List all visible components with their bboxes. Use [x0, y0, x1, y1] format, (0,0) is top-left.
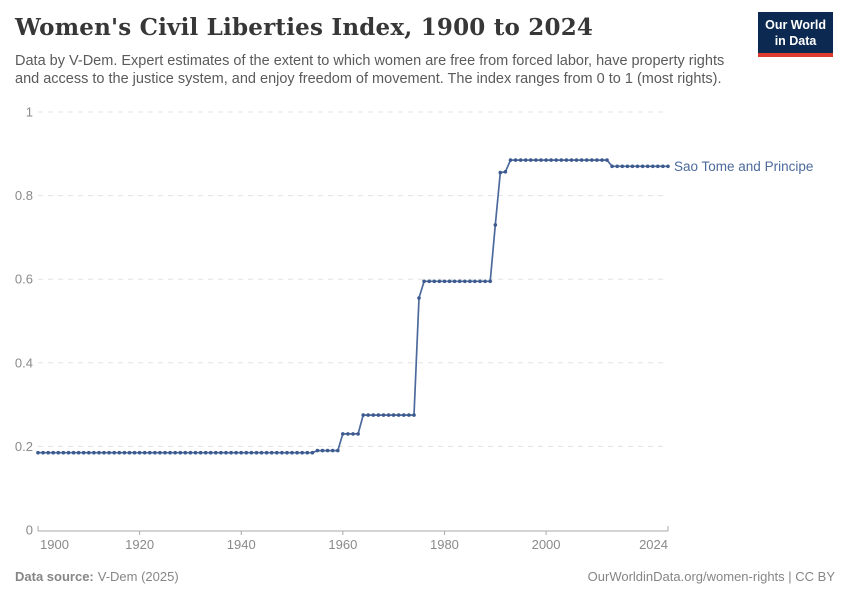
chart-subtitle-line2: and access to the justice system, and en… [15, 71, 722, 87]
series-line[interactable] [38, 159, 668, 454]
owid-logo[interactable]: Our World in Data [758, 12, 833, 57]
svg-text:1980: 1980 [430, 537, 459, 552]
credit-line: OurWorldinData.org/women-rights | CC BY [587, 569, 835, 584]
svg-text:0.4: 0.4 [15, 355, 33, 370]
owid-logo-line2: in Data [774, 34, 817, 48]
svg-text:1940: 1940 [227, 537, 256, 552]
x-axis-labels: 1900 1920 1940 1960 1980 2000 2024 [40, 537, 668, 552]
svg-text:0: 0 [26, 523, 33, 538]
svg-text:2024: 2024 [639, 537, 668, 552]
svg-text:1920: 1920 [125, 537, 154, 552]
chart-title: Women's Civil Liberties Index, 1900 to 2… [15, 14, 594, 41]
svg-text:1960: 1960 [328, 537, 357, 552]
chart-subtitle-line1: Data by V-Dem. Expert estimates of the e… [15, 53, 725, 69]
svg-text:1: 1 [26, 105, 33, 120]
x-axis [37, 526, 669, 535]
data-points[interactable] [36, 158, 670, 455]
data-source: Data source: V-Dem (2025) [15, 569, 179, 584]
data-source-label: Data source: [15, 569, 94, 584]
series-label[interactable]: Sao Tome and Principe [674, 159, 814, 174]
svg-text:0.2: 0.2 [15, 439, 33, 454]
owid-logo-line1: Our World [765, 18, 826, 32]
chart-footer: Data source: V-Dem (2025) OurWorldinData.… [15, 569, 835, 584]
svg-text:0.8: 0.8 [15, 188, 33, 203]
svg-text:0.6: 0.6 [15, 272, 33, 287]
y-axis-labels: 0 0.2 0.4 0.6 0.8 1 [15, 105, 33, 538]
gridlines [38, 111, 668, 447]
svg-text:2000: 2000 [532, 537, 561, 552]
chart-subtitle: Data by V-Dem. Expert estimates of the e… [15, 52, 724, 88]
data-source-value: V-Dem (2025) [97, 569, 179, 584]
svg-text:1900: 1900 [40, 537, 69, 552]
